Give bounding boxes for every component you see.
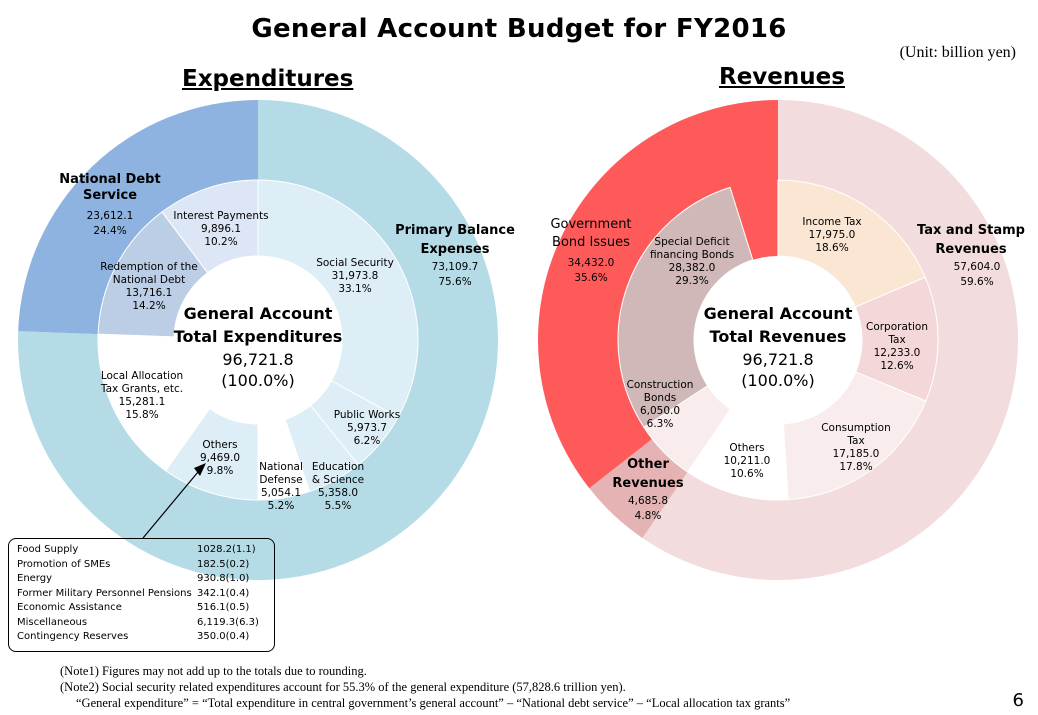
rev-label-tax-value: 57,604.0 59.6% — [954, 261, 1001, 288]
rev-center-value: 96,721.8 (100.0%) — [741, 350, 815, 390]
note-1: (Note1) Figures may not add up to the to… — [60, 664, 367, 678]
revenues-heading: Revenues — [719, 64, 845, 90]
exp-label-inner-1: Public Works 5,973.7 6.2% — [334, 409, 400, 447]
unit-label: (Unit: billion yen) — [899, 44, 1016, 61]
breakdown-row: Promotion of SMEs 182.5(0.2) — [17, 559, 267, 573]
exp-center-title: General Account Total Expenditures — [174, 304, 342, 346]
exp-label-inner-6: Redemption of the National Debt 13,716.1 14… — [100, 261, 197, 312]
exp-label-primary-name: Primary Balance Expenses — [395, 223, 515, 257]
breakdown-label: Energy — [17, 573, 53, 584]
rev-label-inner-5: Special Deficit financing Bonds 28,382.0 29… — [650, 236, 734, 287]
exp-label-debt-service-name: National Debt Service — [59, 172, 160, 203]
rev-label-inner-3: Others 10,211.0 10.6% — [724, 442, 771, 480]
exp-outer-slice-0 — [17, 100, 498, 580]
page-number: 6 — [1012, 690, 1024, 711]
exp-label-debt-service-value: 23,612.1 24.4% — [87, 210, 134, 237]
breakdown-value: 516.1(0.5) — [197, 602, 250, 613]
breakdown-label: Former Military Personnel Pensions — [17, 587, 192, 599]
rev-label-other-value: 4,685.8 4.8% — [628, 495, 668, 522]
breakdown-value: 6,119.3(6.3) — [197, 616, 259, 628]
note-2: (Note2) Social security related expendit… — [60, 680, 626, 694]
breakdown-row: Energy 930.8(1.0) — [17, 573, 267, 587]
others-breakdown-box: Food Supply 1028.2(1.1) Promotion of SMEs 1… — [8, 538, 275, 652]
exp-center-value: 96,721.8 (100.0%) — [221, 350, 295, 390]
exp-label-primary-value: 73,109.7 75.6% — [432, 261, 479, 288]
exp-label-inner-5: Local Allocation Tax Grants, etc. 15,281.1… — [100, 370, 183, 421]
note-3: “General expenditure” = “Total expenditu… — [76, 696, 791, 710]
rev-label-inner-4: Construction Bonds 6,050.0 6.3% — [627, 379, 694, 430]
breakdown-label: Food Supply — [17, 544, 79, 555]
breakdown-row: Economic Assistance 516.1(0.5) — [17, 602, 267, 616]
breakdown-value: 182.5(0.2) — [197, 558, 250, 570]
exp-label-inner-0: Social Security 31,973.8 33.1% — [316, 257, 394, 295]
rev-label-tax-name: Tax and Stamp Revenues — [917, 223, 1025, 257]
others-arrow-line — [142, 471, 199, 539]
breakdown-label: Contingency Reserves — [17, 631, 129, 642]
breakdown-label: Economic Assistance — [17, 602, 122, 613]
rev-label-bond-value: 34,432.0 35.6% — [568, 257, 615, 284]
breakdown-row: Miscellaneous 6,119.3(6.3) — [17, 617, 267, 631]
breakdown-row: Contingency Reserves 350.0(0.4) — [17, 631, 267, 645]
others-arrow-head — [194, 463, 206, 476]
breakdown-row: Former Military Personnel Pensions 342.1(… — [17, 588, 267, 602]
breakdown-value: 342.1(0.4) — [197, 587, 250, 599]
rev-label-inner-1: Corporation Tax 12,233.0 12.6% — [866, 321, 928, 372]
rev-label-inner-0: Income Tax 17,975.0 18.6% — [802, 216, 861, 254]
exp-center-hole — [174, 256, 342, 424]
exp-label-inner-7: Interest Payments 9,896.1 10.2% — [173, 210, 268, 248]
breakdown-value: 350.0(0.4) — [197, 631, 250, 642]
rev-center-hole — [694, 256, 862, 424]
exp-label-inner-3: National Defense 5,054.1 5.2% — [259, 461, 303, 512]
rev-label-inner-2: Consumption Tax 17,185.0 17.8% — [821, 422, 891, 473]
breakdown-row: Food Supply 1028.2(1.1) — [17, 544, 267, 558]
exp-label-inner-4: Others 9,469.0 9.8% — [200, 439, 240, 477]
page-title: General Account Budget for FY2016 — [251, 14, 787, 44]
rev-label-other-name: Other Revenues — [612, 457, 683, 491]
rev-label-bond-name: Government Bond Issues — [550, 217, 631, 250]
breakdown-label: Promotion of SMEs — [17, 558, 111, 570]
breakdown-value: 930.8(1.0) — [197, 573, 250, 584]
breakdown-label: Miscellaneous — [17, 616, 88, 628]
exp-label-inner-2: Education & Science 5,358.0 5.5% — [312, 461, 364, 512]
expenditures-heading: Expenditures — [182, 66, 354, 92]
breakdown-value: 1028.2(1.1) — [197, 544, 256, 555]
rev-center-title: General Account Total Revenues — [704, 304, 853, 346]
